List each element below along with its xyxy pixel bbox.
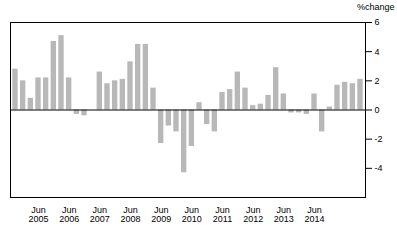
svg-text:Jun2014: Jun2014 xyxy=(304,205,324,224)
svg-text:%change: %change xyxy=(357,2,395,12)
svg-text:Jun2013: Jun2013 xyxy=(274,205,294,224)
svg-text:Jun2006: Jun2006 xyxy=(59,205,79,224)
svg-text:Jun2008: Jun2008 xyxy=(120,205,140,224)
svg-text:Jun2011: Jun2011 xyxy=(213,205,232,224)
svg-text:Jun2009: Jun2009 xyxy=(151,205,171,224)
svg-text:-2: -2 xyxy=(375,134,383,144)
svg-text:-4: -4 xyxy=(375,163,383,173)
svg-text:4: 4 xyxy=(375,47,380,57)
svg-text:6: 6 xyxy=(375,17,380,27)
svg-text:Jun2005: Jun2005 xyxy=(28,205,48,224)
svg-text:2: 2 xyxy=(375,76,380,86)
svg-text:0: 0 xyxy=(375,105,380,115)
svg-text:Jun2007: Jun2007 xyxy=(90,205,110,224)
svg-text:Jun2012: Jun2012 xyxy=(243,205,263,224)
svg-text:Jun2010: Jun2010 xyxy=(182,205,202,224)
